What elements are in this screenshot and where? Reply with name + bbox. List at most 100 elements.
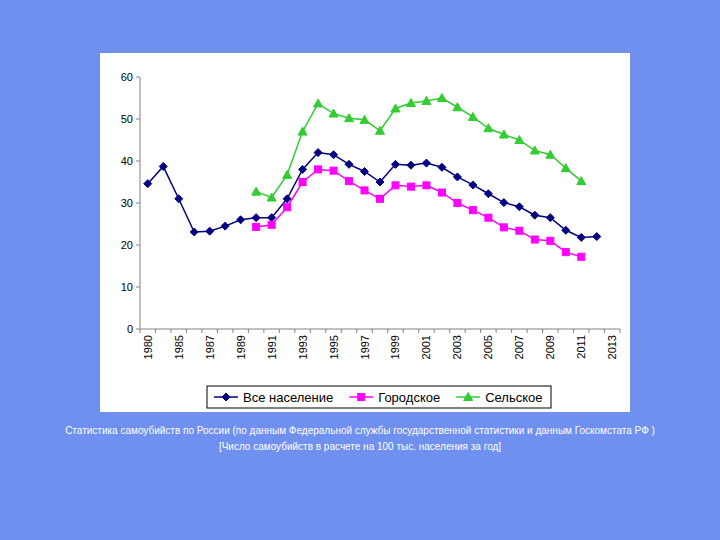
point (206, 227, 214, 235)
x-tick (201, 329, 202, 333)
point (438, 189, 445, 196)
point (315, 166, 322, 173)
point (221, 222, 229, 230)
x-tick (511, 329, 512, 333)
x-tick (542, 329, 543, 333)
point (391, 160, 399, 168)
point (515, 203, 523, 211)
point (484, 190, 492, 198)
point (469, 181, 477, 189)
x-tick (589, 329, 590, 333)
x-tick (604, 329, 605, 333)
x-tick-label: 1999 (389, 335, 401, 359)
y-tick (136, 119, 140, 120)
legend-marker (358, 394, 365, 401)
point (531, 236, 538, 243)
point (391, 104, 400, 112)
x-tick (140, 329, 141, 333)
point (561, 164, 570, 172)
point (314, 99, 323, 107)
x-tick-label: 2005 (482, 335, 494, 359)
x-tick-label: 2011 (575, 335, 587, 359)
point (299, 179, 306, 186)
y-tick (136, 287, 140, 288)
x-tick (170, 329, 171, 333)
point (530, 146, 539, 154)
x-tick (573, 329, 574, 333)
y-tick-label: 20 (121, 239, 133, 251)
x-tick (465, 329, 466, 333)
x-tick-label: 1985 (173, 335, 185, 359)
x-tick-label: 1993 (297, 335, 309, 359)
x-tick-label: 2009 (544, 335, 556, 359)
point (577, 177, 586, 185)
x-tick-label: 1991 (266, 335, 278, 359)
point (516, 227, 523, 234)
x-tick (341, 329, 342, 333)
point (562, 226, 570, 234)
x-tick (217, 329, 218, 333)
y-tick (136, 245, 140, 246)
x-tick-label: 2003 (451, 335, 463, 359)
x-tick-label: 2013 (606, 335, 618, 359)
x-tick (186, 329, 187, 333)
x-tick (496, 329, 497, 333)
x-tick-label: 1995 (328, 335, 340, 359)
legend-marker (464, 393, 473, 401)
point (267, 193, 276, 201)
point (345, 160, 353, 168)
point (268, 221, 275, 228)
point (407, 183, 414, 190)
chart-area (100, 53, 630, 412)
point (531, 211, 539, 219)
y-tick-label: 10 (121, 281, 133, 293)
legend-box (207, 386, 551, 408)
point (144, 180, 152, 188)
legend-label: Сельское (485, 390, 542, 405)
point (453, 103, 462, 111)
point (515, 136, 524, 144)
x-tick (449, 329, 450, 333)
point (468, 112, 477, 120)
x-tick (356, 329, 357, 333)
point (453, 173, 461, 181)
legend-label: Городское (378, 390, 440, 405)
point (376, 126, 385, 134)
y-tick-label: 50 (121, 113, 133, 125)
point (330, 167, 337, 174)
y-tick-label: 60 (121, 71, 133, 83)
point (546, 150, 555, 158)
x-tick (310, 329, 311, 333)
point (284, 204, 291, 211)
point (438, 163, 446, 171)
y-tick (136, 203, 140, 204)
point (546, 214, 554, 222)
point (547, 237, 554, 244)
x-tick-label: 2001 (420, 335, 432, 359)
title: Статистика самоубийств по России (по дан… (65, 425, 655, 436)
y-tick (136, 77, 140, 78)
point (423, 182, 430, 189)
point (454, 200, 461, 207)
point (190, 228, 198, 236)
point (500, 224, 507, 231)
chart: 0102030405060198019851987198919911993199… (0, 0, 720, 540)
point (314, 149, 322, 157)
series-line (256, 169, 581, 256)
point (330, 151, 338, 159)
x-tick (279, 329, 280, 333)
x-axis (140, 329, 620, 330)
x-tick (434, 329, 435, 333)
point (252, 187, 261, 195)
point (361, 187, 368, 194)
x-tick (527, 329, 528, 333)
point (360, 115, 369, 123)
y-tick-label: 0 (127, 323, 133, 335)
point (283, 170, 292, 178)
point (500, 199, 508, 207)
series-line (256, 98, 581, 198)
y-tick (136, 161, 140, 162)
x-tick (387, 329, 388, 333)
plot (144, 94, 601, 261)
x-tick-label: 1997 (359, 335, 371, 359)
